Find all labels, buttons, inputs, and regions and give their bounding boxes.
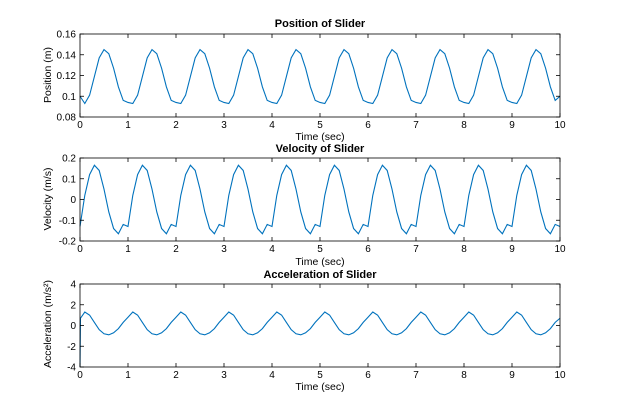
x-tick-label: 0 xyxy=(77,244,83,255)
y-tick-label: 0.16 xyxy=(57,30,77,41)
chart-title: Velocity of Slider xyxy=(276,143,365,155)
x-tick-label: 1 xyxy=(125,120,131,131)
x-tick-label: 4 xyxy=(269,370,275,381)
y-tick-label: 0.1 xyxy=(62,92,76,103)
y-tick-label: 0 xyxy=(70,195,76,206)
x-tick-label: 6 xyxy=(365,370,371,381)
x-tick-label: 3 xyxy=(221,120,227,131)
y-tick-label: 0.2 xyxy=(62,154,76,165)
x-tick-label: 7 xyxy=(413,120,419,131)
x-tick-label: 0 xyxy=(77,120,83,131)
x-tick-label: 5 xyxy=(317,120,323,131)
x-axis-label: Time (sec) xyxy=(295,131,344,143)
velocity-series-line xyxy=(79,164,561,235)
subplot-position: Position of Slider Position (m) Time (se… xyxy=(42,18,566,143)
y-tick-label: 0 xyxy=(70,321,76,332)
x-tick-label: 3 xyxy=(221,244,227,255)
x-tick-label: 6 xyxy=(365,244,371,255)
x-axis-label: Time (sec) xyxy=(295,256,344,268)
x-tick-label: 5 xyxy=(317,244,323,255)
y-tick-label: 4 xyxy=(70,280,76,291)
x-tick-label: 0 xyxy=(77,370,83,381)
position-series-line xyxy=(79,48,561,105)
x-tick-label: 10 xyxy=(554,370,566,381)
chart-title: Acceleration of Slider xyxy=(263,269,377,281)
x-tick-label: 7 xyxy=(413,370,419,381)
y-tick-label: -0.1 xyxy=(59,216,77,227)
x-tick-label: 10 xyxy=(554,244,566,255)
x-tick-label: 9 xyxy=(509,120,515,131)
x-tick-label: 8 xyxy=(461,120,467,131)
y-tick-label: 0.14 xyxy=(57,50,77,61)
x-tick-label: 2 xyxy=(173,370,179,381)
chart-title: Position of Slider xyxy=(275,18,366,30)
x-tick-label: 8 xyxy=(461,244,467,255)
x-tick-label: 4 xyxy=(269,120,275,131)
x-tick-label: 1 xyxy=(125,244,131,255)
y-tick-label: 0.12 xyxy=(57,71,77,82)
x-tick-label: 2 xyxy=(173,244,179,255)
x-tick-label: 9 xyxy=(509,244,515,255)
x-tick-label: 3 xyxy=(221,370,227,381)
x-tick-label: 4 xyxy=(269,244,275,255)
x-tick-label: 6 xyxy=(365,120,371,131)
y-axis-label: Position (m) xyxy=(42,47,54,103)
acceleration-series-line xyxy=(79,311,561,368)
x-tick-label: 8 xyxy=(461,370,467,381)
y-tick-label: 2 xyxy=(70,300,76,311)
x-tick-label: 5 xyxy=(317,370,323,381)
y-tick-label: -4 xyxy=(67,363,76,374)
x-tick-label: 1 xyxy=(125,370,131,381)
x-tick-label: 9 xyxy=(509,370,515,381)
x-axis-label: Time (sec) xyxy=(295,381,344,393)
x-tick-label: 10 xyxy=(554,120,566,131)
y-axis-label: Acceleration (m/s²) xyxy=(42,280,54,368)
y-tick-label: 0.08 xyxy=(57,113,77,124)
y-tick-label: 0.1 xyxy=(62,174,76,185)
subplot-acceleration: Acceleration of Slider Acceleration (m/s… xyxy=(42,269,566,393)
y-tick-label: -0.2 xyxy=(59,237,77,248)
y-tick-label: -2 xyxy=(67,342,76,353)
subplot-velocity: Velocity of Slider Velocity (m/s) Time (… xyxy=(42,143,566,268)
x-tick-label: 2 xyxy=(173,120,179,131)
x-tick-label: 7 xyxy=(413,244,419,255)
y-axis-label: Velocity (m/s) xyxy=(42,167,54,230)
